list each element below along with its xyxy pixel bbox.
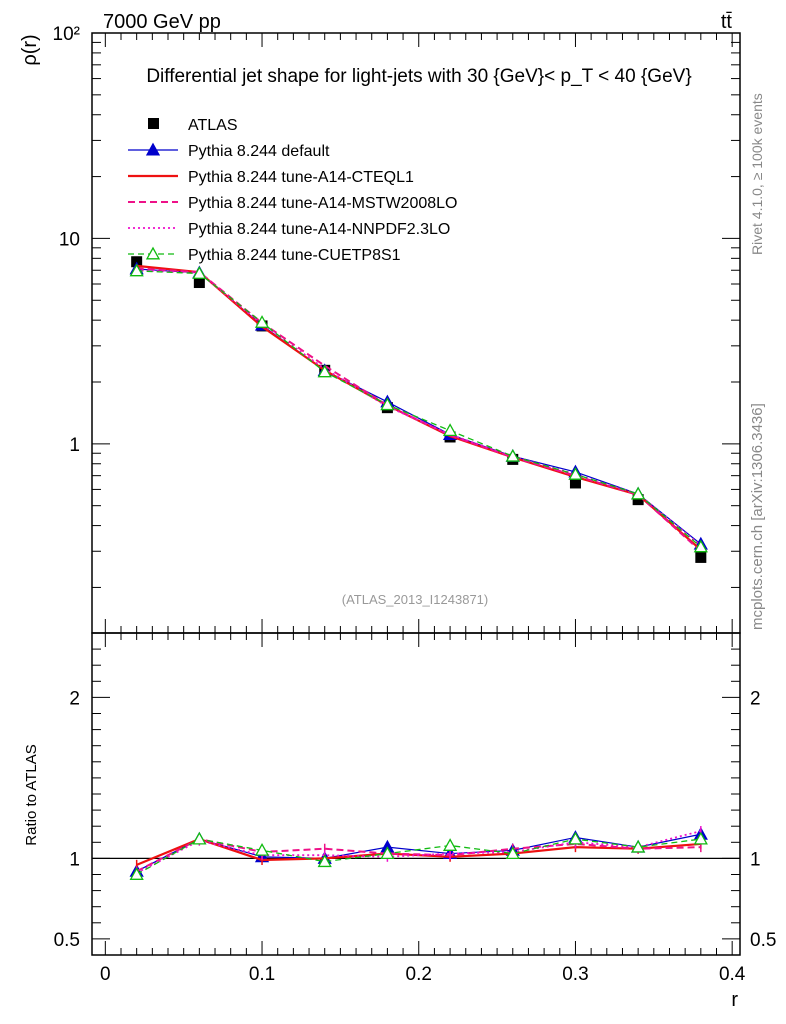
series-marker-cuetp8s1 bbox=[317, 364, 332, 378]
series-marker-cuetp8s1 bbox=[568, 467, 583, 480]
series-marker-cuetp8s1 bbox=[129, 263, 144, 277]
process-label: tt̄ bbox=[721, 11, 733, 33]
series-marker-cuetp8s1 bbox=[631, 486, 646, 500]
atlas-data-point bbox=[632, 494, 644, 506]
series-line-cuetp8s1 bbox=[136, 270, 702, 548]
series-line-mstw bbox=[136, 267, 702, 552]
ratio-marker-cuetp8s1 bbox=[442, 838, 458, 851]
series-marker-cuetp8s1 bbox=[505, 448, 520, 462]
x-axis-label: r bbox=[731, 989, 738, 1011]
legend-label-mstw: Pythia 8.244 tune-A14-MSTW2008LO bbox=[188, 195, 457, 212]
atlas-data-point bbox=[569, 477, 581, 489]
energy-label: 7000 GeV pp bbox=[103, 11, 221, 33]
series-marker-cuetp8s1 bbox=[380, 397, 395, 411]
ratio-plot-frame bbox=[91, 632, 741, 956]
legend-label-cuetp8s1: Pythia 8.244 tune-CUETP8S1 bbox=[188, 247, 401, 264]
x-tick-label: 0.1 bbox=[249, 964, 275, 985]
ratio-marker-cuetp8s1 bbox=[380, 846, 395, 860]
main-series-group bbox=[129, 256, 708, 563]
ratio-line-default bbox=[136, 833, 701, 872]
x-tick-label: 0 bbox=[100, 964, 111, 985]
y-tick-label: 10² bbox=[53, 24, 80, 45]
legend-label-data: ATLAS bbox=[188, 117, 238, 134]
x-tick-label: 0.3 bbox=[562, 964, 588, 985]
ratio-y-axis-label: Ratio to ATLAS bbox=[23, 744, 40, 845]
plot-title: Differential jet shape for light-jets wi… bbox=[146, 66, 691, 87]
y-tick-label: 1 bbox=[69, 435, 80, 456]
series-line-cteql1 bbox=[136, 264, 702, 551]
series-marker-cuetp8s1 bbox=[442, 423, 458, 437]
ratio-y-tick-label: 0.5 bbox=[54, 930, 80, 951]
analysis-watermark: (ATLAS_2013_I1243871) bbox=[342, 592, 488, 607]
ratio-marker-cuetp8s1 bbox=[192, 831, 207, 845]
legend-marker-cuetp8s1 bbox=[145, 246, 161, 260]
ratio-y-tick-label-right: 2 bbox=[750, 688, 761, 709]
ratio-y-tick-label: 2 bbox=[69, 688, 80, 709]
legend-label-nnpdf: Pythia 8.244 tune-A14-NNPDF2.3LO bbox=[188, 221, 450, 238]
ratio-line-nnpdf bbox=[136, 830, 702, 874]
ratio-series-group bbox=[129, 826, 708, 880]
legend-marker-default bbox=[145, 142, 161, 156]
main-y-axis-label: ρ(r) bbox=[19, 34, 41, 65]
ratio-marker-cuetp8s1 bbox=[693, 831, 708, 845]
series-line-default bbox=[136, 268, 702, 545]
legend-marker-data bbox=[148, 118, 159, 129]
ratio-marker-cuetp8s1 bbox=[254, 843, 270, 856]
ratio-y-tick-label: 1 bbox=[69, 849, 80, 870]
y-tick-label: 10 bbox=[59, 229, 80, 250]
ratio-marker-cuetp8s1 bbox=[631, 839, 646, 853]
x-tick-label: 0.2 bbox=[406, 964, 432, 985]
legend-label-cteql1: Pythia 8.244 tune-A14-CTEQL1 bbox=[188, 169, 414, 186]
atlas-data-point bbox=[193, 277, 205, 289]
series-marker-cuetp8s1 bbox=[192, 266, 207, 279]
series-marker-cuetp8s1 bbox=[693, 539, 708, 553]
ratio-marker-cuetp8s1 bbox=[568, 831, 583, 845]
ratio-marker-cuetp8s1 bbox=[317, 854, 332, 868]
mcplots-label: mcplots.cern.ch [arXiv:1306.3436] bbox=[749, 403, 766, 630]
tick-labels: 0 0.1 0.2 0.3 0.4 1 10 10² 0.5 0.5 1 1 2 2 bbox=[53, 24, 777, 985]
axis-ticks bbox=[92, 32, 740, 955]
legend: ATLAS Pythia 8.244 default Pythia 8.244 tu… bbox=[128, 117, 457, 264]
ratio-line-cuetp8s1 bbox=[136, 838, 701, 876]
series-line-nnpdf bbox=[136, 269, 702, 547]
legend-label-default: Pythia 8.244 default bbox=[188, 143, 330, 160]
ratio-marker-cuetp8s1 bbox=[129, 867, 144, 880]
series-marker-cuetp8s1 bbox=[254, 315, 270, 328]
rivet-version-label: Rivet 4.1.0, ≥ 100k events bbox=[749, 93, 765, 255]
x-tick-label: 0.4 bbox=[719, 964, 746, 985]
ratio-marker-cuetp8s1 bbox=[505, 846, 520, 860]
ratio-y-tick-label-right: 0.5 bbox=[750, 930, 776, 951]
ratio-y-tick-label-right: 1 bbox=[750, 849, 761, 870]
atlas-data-point bbox=[695, 551, 707, 563]
